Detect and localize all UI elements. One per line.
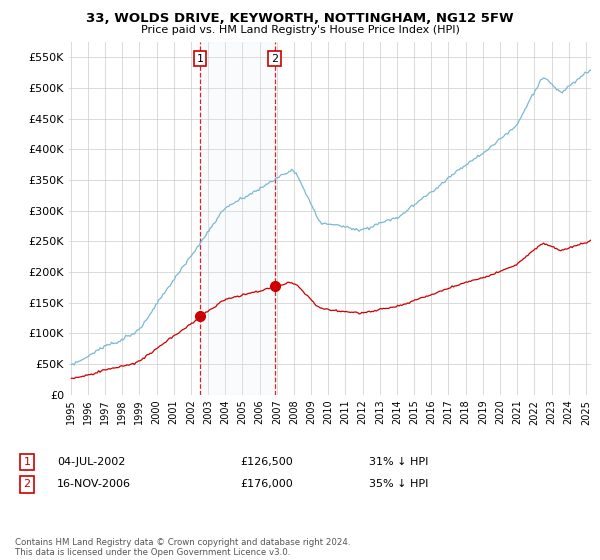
Text: 04-JUL-2002: 04-JUL-2002: [57, 457, 125, 467]
Text: Contains HM Land Registry data © Crown copyright and database right 2024.
This d: Contains HM Land Registry data © Crown c…: [15, 538, 350, 557]
Text: 35% ↓ HPI: 35% ↓ HPI: [369, 479, 428, 489]
Text: 33, WOLDS DRIVE, KEYWORTH, NOTTINGHAM, NG12 5FW: 33, WOLDS DRIVE, KEYWORTH, NOTTINGHAM, N…: [86, 12, 514, 25]
Text: 1: 1: [23, 457, 31, 467]
Text: Price paid vs. HM Land Registry's House Price Index (HPI): Price paid vs. HM Land Registry's House …: [140, 25, 460, 35]
Text: 31% ↓ HPI: 31% ↓ HPI: [369, 457, 428, 467]
Bar: [200, 42, 275, 395]
Text: 1: 1: [197, 54, 203, 64]
Text: £126,500: £126,500: [240, 457, 293, 467]
Text: 16-NOV-2006: 16-NOV-2006: [57, 479, 131, 489]
Text: £176,000: £176,000: [240, 479, 293, 489]
Text: 2: 2: [23, 479, 31, 489]
Text: 2: 2: [271, 54, 278, 64]
